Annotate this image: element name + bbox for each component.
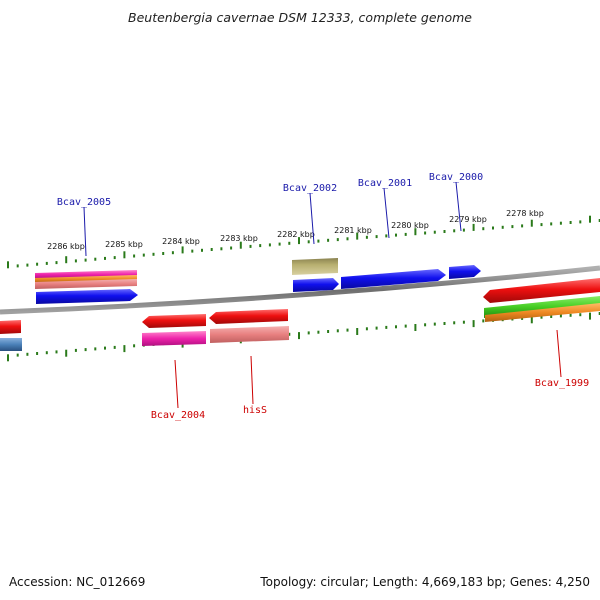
leader-line-bcav-2000 [455,181,462,232]
gene-arrow-hisS[interactable] [209,309,288,324]
scale-label: 2278 kbp [506,209,544,218]
leader-line-bcav-1999 [556,329,562,378]
gene-arrow-bcav-2000[interactable] [449,265,481,279]
leader-line-bcav-2002 [309,192,315,245]
scale-label: 2283 kbp [220,234,258,243]
scale-label: 2286 kbp [47,242,85,251]
scale-label: 2280 kbp [391,221,429,230]
gene-arrow-bcav-1999[interactable] [483,278,600,303]
gene-feature-bcav-2004-magenta[interactable] [142,331,206,346]
gene-arrow-bcav-2004[interactable] [142,314,206,328]
scale-label: 2281 kbp [334,226,372,235]
scale-label: 2279 kbp [449,215,487,224]
gene-arrow-bcav-2002[interactable] [293,278,339,292]
gene-feature-bcav-2005-orange[interactable] [35,275,137,283]
genome-summary-text: Topology: circular; Length: 4,669,183 bp… [260,575,590,589]
scale-label: 2285 kbp [105,240,143,249]
gene-feature-bcav-2005-salmon[interactable] [35,279,137,289]
gene-feature-bcav-2002-khaki[interactable] [292,258,338,275]
gene-label-bcav-2000[interactable]: Bcav_2000 [429,172,483,183]
gene-label-bcav-2004[interactable]: Bcav_2004 [151,410,205,421]
accession-text: Accession: NC_012669 [9,575,146,589]
scale-label: 2284 kbp [162,237,200,246]
map-title: Beutenbergia cavernae DSM 12333, complet… [128,10,472,25]
gene-label-bcav-2005[interactable]: Bcav_2005 [57,197,111,208]
gene-feature-left-edge-red[interactable] [0,320,21,334]
gene-feature-left-edge-blue[interactable] [0,338,22,351]
gene-label-bcav-2002[interactable]: Bcav_2002 [283,183,337,194]
gene-label-hisS[interactable]: hisS [243,405,267,416]
gene-arrow-bcav-2001[interactable] [341,269,446,289]
scale-label: 2282 kbp [277,230,315,239]
gene-feature-bcav-1999-orange[interactable] [485,303,600,322]
genome-backbone [0,265,600,315]
leader-line-bcav-2004 [174,359,179,409]
gene-arrow-bcav-2005[interactable] [36,289,138,304]
leader-line-bcav-2001 [383,187,390,239]
scale-ticks-top [7,215,600,269]
forward-strand-features [0,258,481,351]
gene-feature-hisS-salmon[interactable] [210,326,289,343]
gene-label-bcav-1999[interactable]: Bcav_1999 [535,378,589,389]
leader-line-hisS [250,355,254,405]
leader-line-bcav-2005 [83,206,87,257]
gene-label-bcav-2001[interactable]: Bcav_2001 [358,178,412,189]
reverse-strand-features [0,278,600,346]
